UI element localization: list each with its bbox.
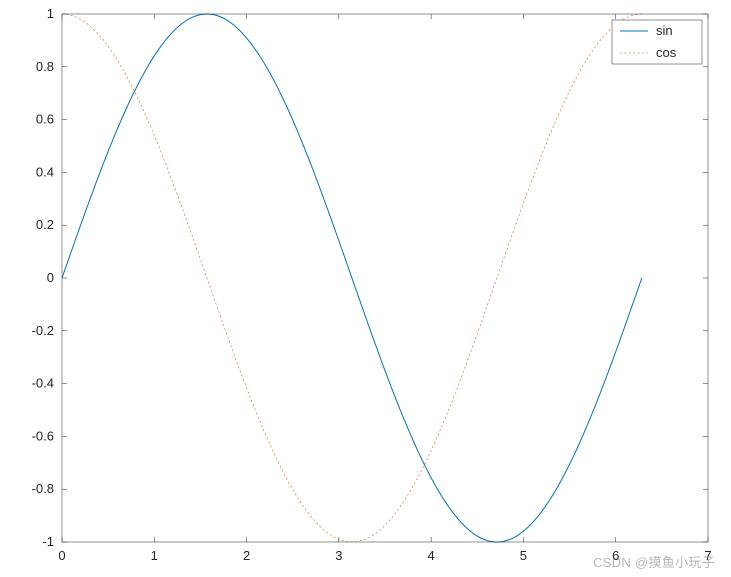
y-tick-label: -0.6 bbox=[32, 428, 54, 443]
y-tick-label: -1 bbox=[42, 534, 54, 549]
y-tick-label: 0.8 bbox=[36, 59, 54, 74]
line-chart: 0 1 2 3 4 5 6 7 -1 -0.8 -0.6 -0.4 -0.2 0 0.2 0.4 0.6 0.8 1… bbox=[0, 0, 731, 577]
legend-label-cos: cos bbox=[656, 45, 677, 60]
x-tick-label: 3 bbox=[335, 548, 342, 563]
legend: sin cos bbox=[612, 20, 702, 64]
y-tick-label: 1 bbox=[47, 6, 54, 21]
x-tick-label: 4 bbox=[428, 548, 435, 563]
legend-label-sin: sin bbox=[656, 23, 673, 38]
y-tick-label: -0.2 bbox=[32, 323, 54, 338]
y-tick-label: 0.6 bbox=[36, 112, 54, 127]
y-tick-label: -0.8 bbox=[32, 481, 54, 496]
x-tick-label: 2 bbox=[243, 548, 250, 563]
x-tick-label: 5 bbox=[520, 548, 527, 563]
x-tick-label: 7 bbox=[704, 548, 711, 563]
y-tick-label: 0 bbox=[47, 270, 54, 285]
x-tick-label: 6 bbox=[612, 548, 619, 563]
chart-svg: 0 1 2 3 4 5 6 7 -1 -0.8 -0.6 -0.4 -0.2 0 0.2 0.4 0.6 0.8 1… bbox=[0, 0, 731, 577]
x-tick-label: 0 bbox=[58, 548, 65, 563]
y-tick-label: -0.4 bbox=[32, 376, 54, 391]
y-tick-label: 0.4 bbox=[36, 164, 54, 179]
y-tick-label: 0.2 bbox=[36, 217, 54, 232]
x-tick-label: 1 bbox=[151, 548, 158, 563]
